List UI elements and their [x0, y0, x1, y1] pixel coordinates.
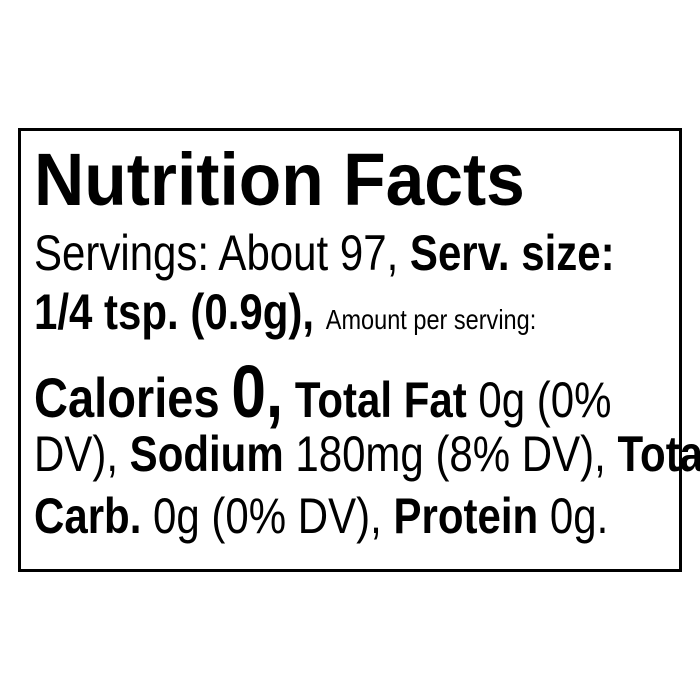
protein-label: Protein — [393, 488, 539, 544]
servings-text: Servings: About 97, — [34, 225, 399, 281]
serv-size-label: Serv. size: — [409, 225, 615, 281]
amount-per-serving: Amount per serving: — [325, 304, 537, 335]
total-carb-label-cont: Carb. — [34, 488, 142, 544]
total-carb-label: Total — [617, 426, 700, 482]
calories-label: Calories — [34, 366, 220, 429]
servings-line: Servings: About 97, Serv. size: — [34, 228, 615, 278]
calories-value: 0, — [231, 350, 284, 433]
sodium-label: Sodium — [129, 426, 284, 482]
serv-size-value: 1/4 tsp. (0.9g), — [34, 284, 315, 340]
total-fat-value: 0g (0% — [478, 372, 612, 428]
nutrition-facts-title: Nutrition Facts — [34, 138, 525, 221]
total-fat-label: Total Fat — [294, 372, 467, 428]
nutrition-facts-panel — [18, 128, 682, 572]
protein-value: 0g. — [549, 488, 609, 544]
sodium-value: 180mg (8% DV), — [295, 426, 606, 482]
sodium-line: DV), Sodium 180mg (8% DV), Total — [34, 429, 700, 479]
total-fat-dv: DV), — [34, 426, 118, 482]
carb-protein-line: Carb. 0g (0% DV), Protein 0g. — [34, 491, 608, 541]
serving-size-line: 1/4 tsp. (0.9g), Amount per serving: — [34, 287, 536, 337]
calories-line: Calories 0, Total Fat 0g (0% — [34, 355, 612, 429]
total-carb-value: 0g (0% DV), — [153, 488, 382, 544]
